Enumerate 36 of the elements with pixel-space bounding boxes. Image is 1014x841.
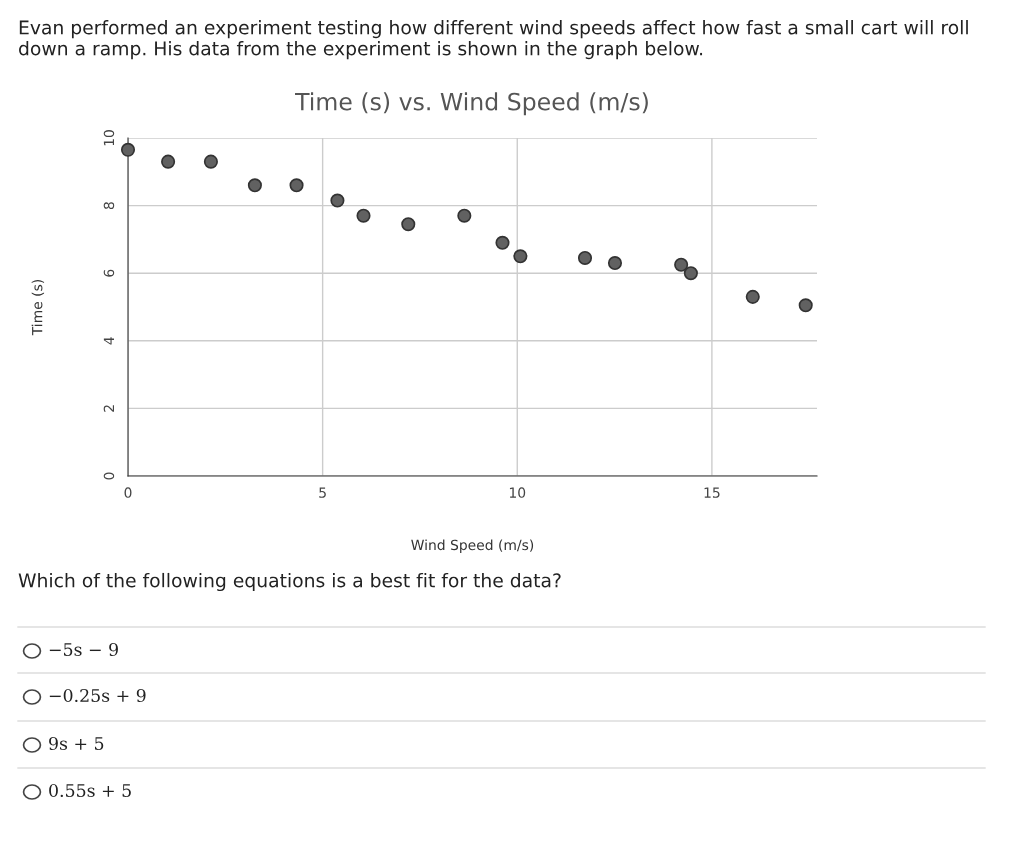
y-tick-label: 10 [103,130,115,146]
y-tick-label: 4 [103,337,114,345]
point [120,142,136,157]
x-axis-title: Wind Speed (m/s) [411,539,534,553]
y-tick-label: 8 [103,202,115,210]
point [203,154,218,169]
point [513,249,528,264]
point [683,266,698,281]
point [247,178,262,193]
text: −5s − 9 [49,642,118,657]
point [289,178,304,193]
y-tick-label: 2 [103,405,114,412]
x-tick-label: 15 [704,487,720,498]
chart-title: Time (s) vs. Wind Speed (m/s) [295,92,648,116]
text: −0.25s + 9 [49,688,146,703]
point [161,154,176,169]
point [495,235,510,250]
point [607,256,623,271]
text: Which of the following equations is a best fit for the data? [18,572,561,592]
point [577,250,593,266]
text: 9s + 5 [49,736,104,751]
y-axis-title: Time (s) [31,279,45,336]
point [798,298,813,313]
point [330,193,345,208]
text: 0.55s + 5 [49,783,131,798]
x-tick-label: 0 [124,487,132,498]
point [401,217,416,232]
point [674,257,689,272]
point [457,208,472,223]
x-tick-label: 5 [319,487,326,498]
x-tick-label: 10 [509,487,526,498]
y-tick-label: 0 [103,472,115,480]
point [356,208,371,223]
text: Evan performed an experiment testing how different wind speeds affect how fast a small cart will roll down a ramp. His data from the experiment is shown in the graph below. [19,20,968,60]
y-tick-label: 6 [103,269,115,277]
point [745,289,760,304]
